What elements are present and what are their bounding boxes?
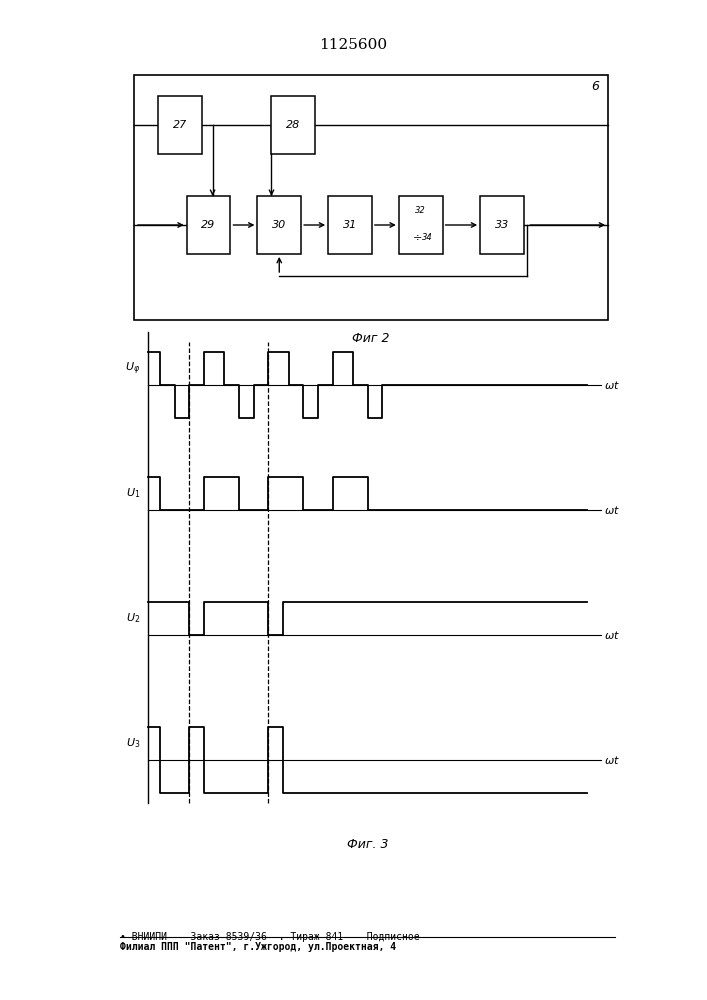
Bar [187,196,230,254]
Text: • ВНИИПИ    Заказ 8539/36  . Тираж 841    Подписное: • ВНИИПИ Заказ 8539/36 . Тираж 841 Подпи… [120,932,420,942]
Text: 27: 27 [173,120,187,130]
Text: 30: 30 [272,220,286,230]
Bar [328,196,372,254]
Text: $U_3$: $U_3$ [126,737,140,750]
Bar [158,96,202,154]
Bar [271,96,315,154]
Text: $\omega t$: $\omega t$ [604,629,621,641]
Text: Фиг. 3: Фиг. 3 [347,838,388,851]
Text: Филиал ППП "Патент", г.Ужгород, ул.Проектная, 4: Филиал ППП "Патент", г.Ужгород, ул.Проек… [120,942,397,952]
Text: 34: 34 [422,233,433,242]
Text: $U_1$: $U_1$ [126,487,140,500]
Text: 32: 32 [415,206,426,215]
Text: $\omega t$: $\omega t$ [604,379,621,391]
Bar [257,196,301,254]
Text: 1125600: 1125600 [320,38,387,52]
Text: $U_2$: $U_2$ [126,612,140,625]
Text: 33: 33 [495,220,509,230]
Text: 6: 6 [592,80,600,93]
Text: $\omega t$: $\omega t$ [604,754,621,766]
Text: Фиг 2: Фиг 2 [352,332,390,345]
Text: 28: 28 [286,120,300,130]
Bar [399,196,443,254]
Bar [480,196,524,254]
Text: 31: 31 [343,220,357,230]
Bar [134,75,608,320]
Text: ÷: ÷ [412,232,422,242]
Text: 29: 29 [201,220,216,230]
Text: $U_\varphi$: $U_\varphi$ [125,360,140,377]
Text: $\omega t$: $\omega t$ [604,504,621,516]
